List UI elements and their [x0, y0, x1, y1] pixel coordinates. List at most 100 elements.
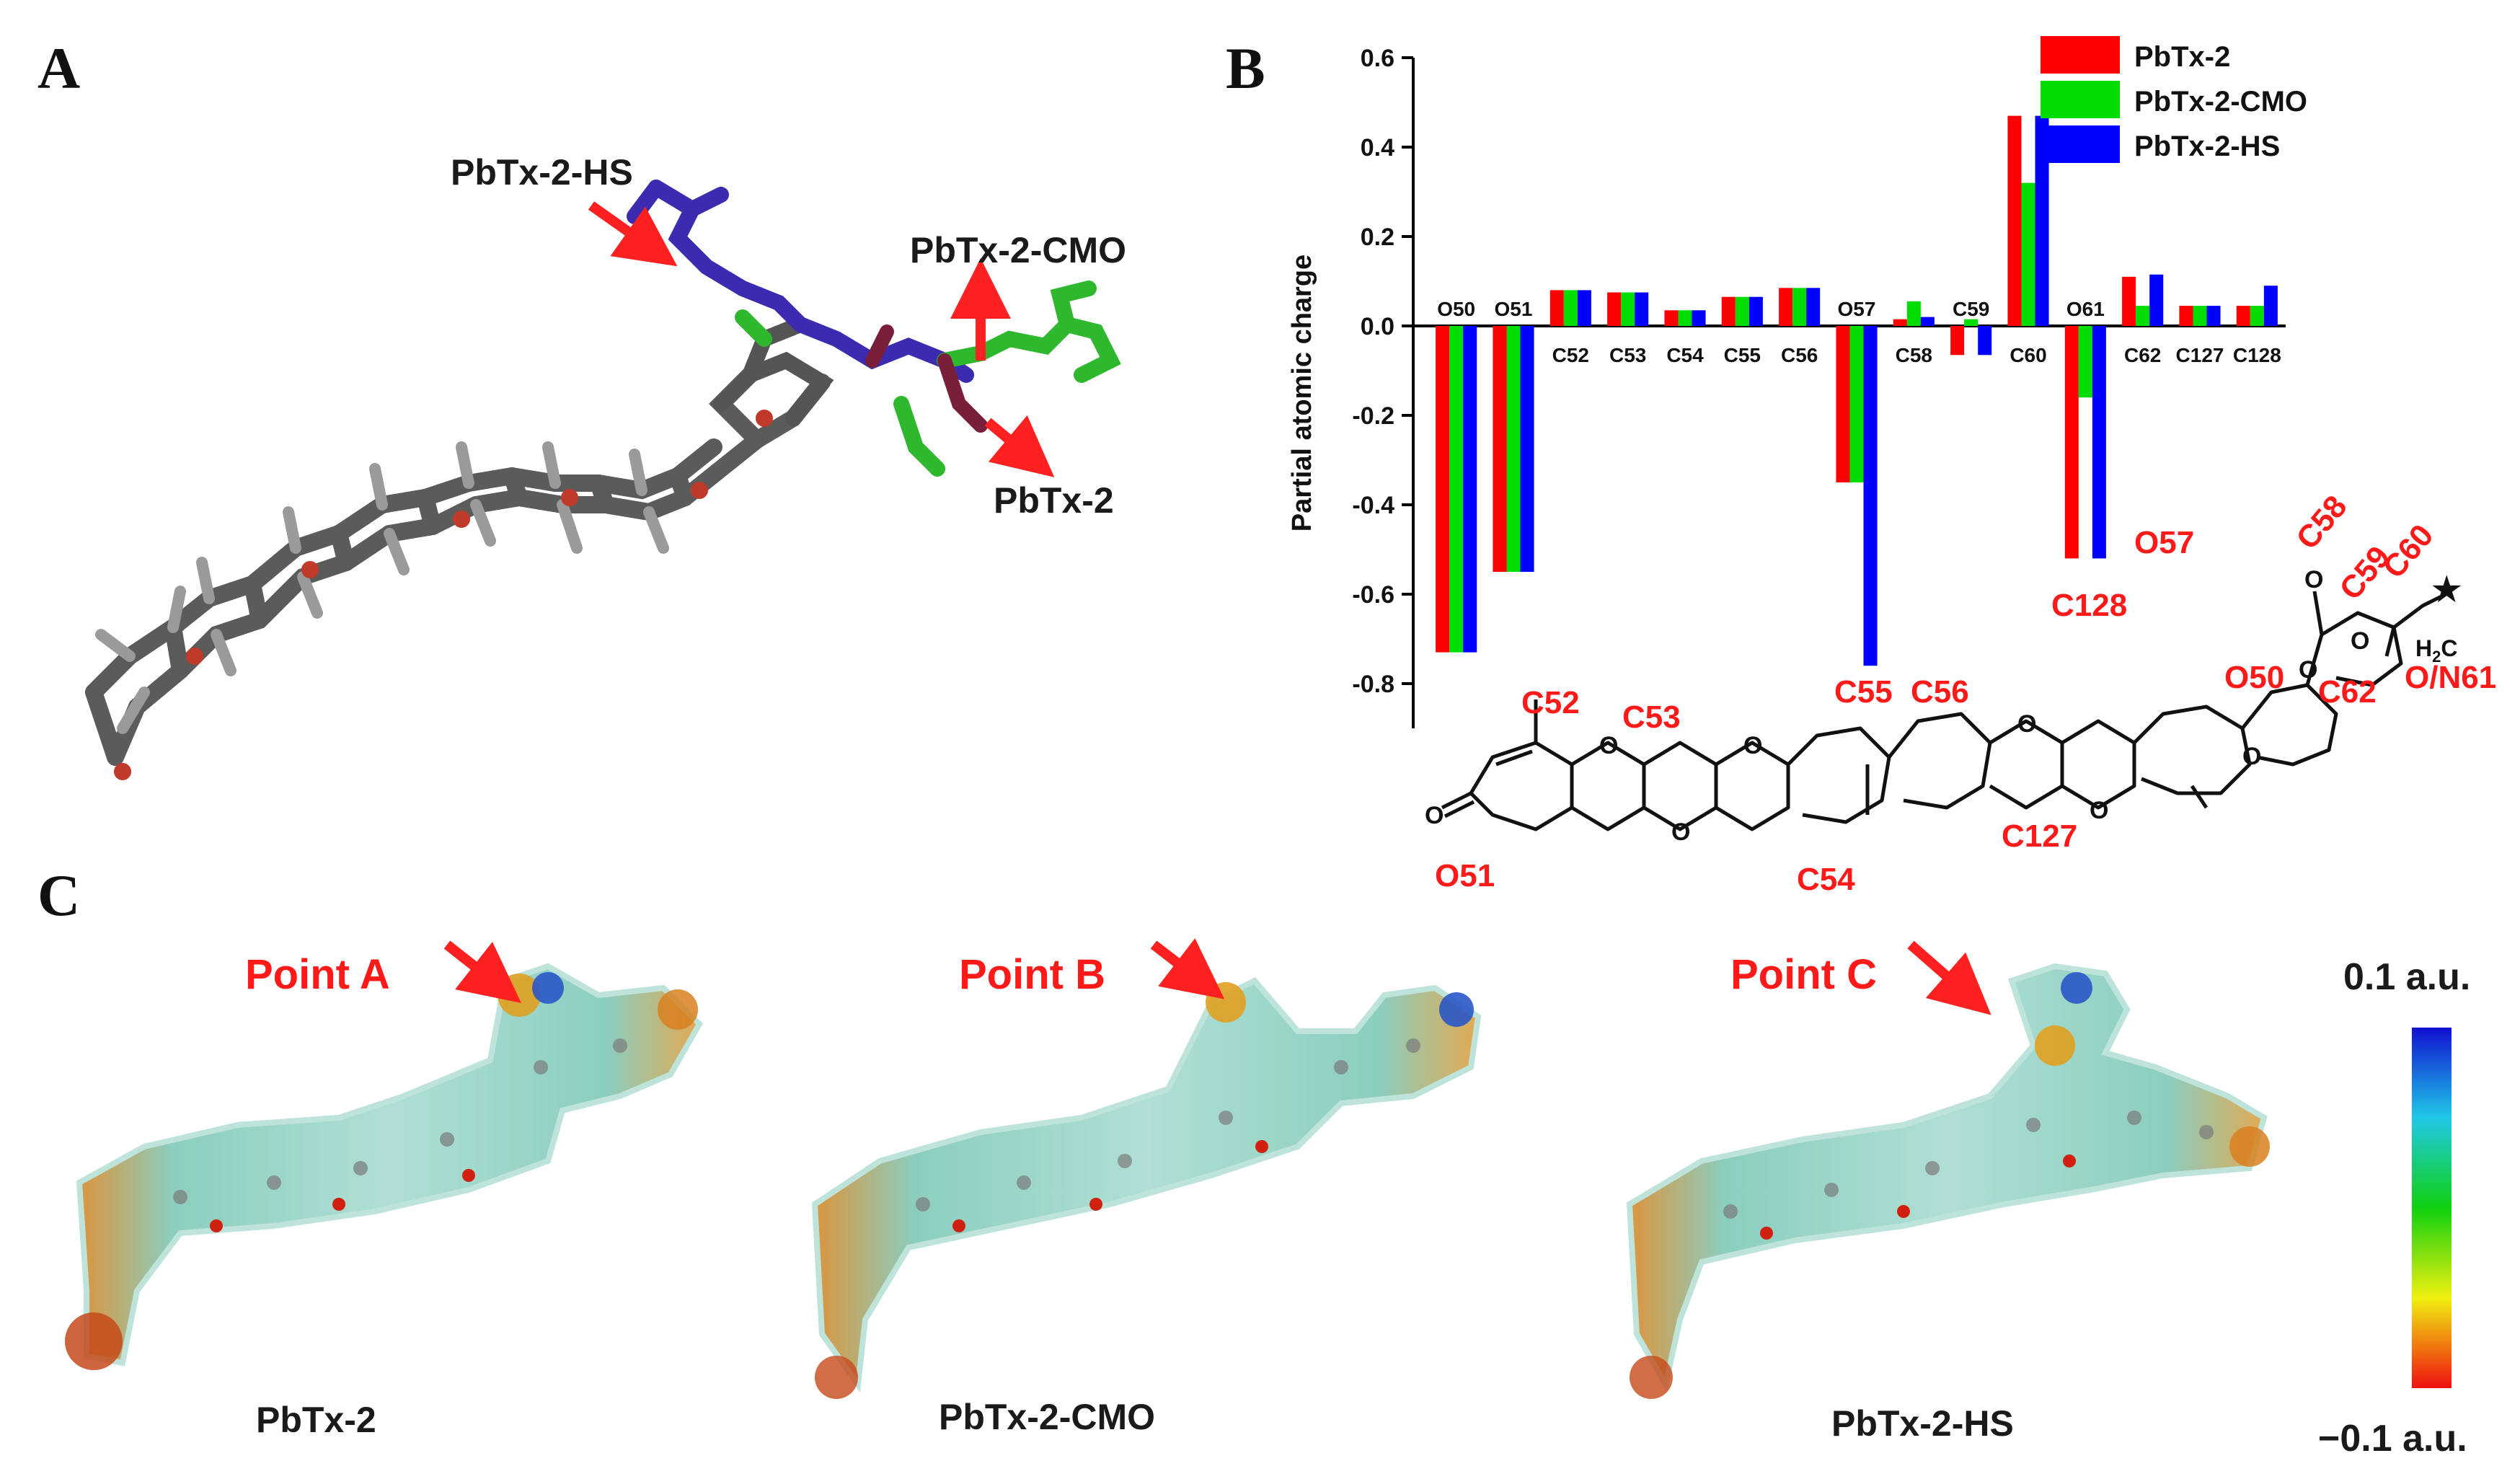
bar-C59-PbTx-2-HS: [1978, 326, 1992, 356]
point-c-label: Point C: [1730, 951, 1877, 998]
bar-C60-PbTx-2: [2007, 115, 2022, 326]
panel-a-molecule: [85, 180, 1121, 780]
struct-label-c128: C128: [2051, 588, 2128, 623]
bar-C62-PbTx-2: [2122, 276, 2136, 326]
bar-C52-PbTx-2-HS: [1577, 290, 1591, 326]
bar-O61-PbTx-2-HS: [2092, 326, 2106, 559]
bar-C53-PbTx-2-CMO: [1621, 292, 1635, 326]
bar-C53-PbTx-2-HS: [1635, 292, 1649, 326]
colorbar: [2412, 1028, 2452, 1388]
structure-o-ring-5: O: [2090, 797, 2108, 824]
panel-a-label-base: PbTx-2: [994, 480, 1114, 521]
y-tick-label: -0.8: [1352, 671, 1394, 698]
bar-C53-PbTx-2: [1607, 292, 1622, 326]
structure-o-ring-1: O: [1599, 732, 1618, 759]
structure-o-ring-7: O: [2351, 627, 2369, 655]
struct-label-o51: O51: [1435, 858, 1495, 893]
bar-O61-PbTx-2: [2064, 326, 2079, 559]
legend-label: PbTx-2-HS: [2134, 131, 2280, 162]
point-a-label: Point A: [245, 951, 390, 998]
structure-h2c-sub: 2: [2432, 648, 2441, 666]
atom-oxygen-speckle: [210, 1140, 2076, 1240]
panel-letter-a: A: [37, 35, 81, 101]
bar-C128-PbTx-2: [2236, 306, 2250, 326]
bar-C58-PbTx-2-CMO: [1906, 301, 1921, 326]
structure-o-ring-4: O: [2017, 710, 2036, 738]
bar-O57-PbTx-2-CMO: [1849, 326, 1864, 482]
hydrogen-stubs: [95, 441, 669, 734]
panel-letter-c: C: [37, 862, 81, 928]
category-label: C58: [1896, 344, 1932, 366]
struct-label-c62: C62: [2318, 674, 2377, 710]
structure-o-carbonyl: O: [2304, 566, 2323, 593]
struct-label-c54: C54: [1797, 862, 1855, 897]
side-chain-overlap: [865, 325, 988, 433]
bar-C128-PbTx-2-HS: [2263, 286, 2278, 326]
legend-label: PbTx-2: [2134, 41, 2230, 73]
panel-letter-b: B: [1226, 35, 1265, 101]
bar-C58-PbTx-2: [1893, 319, 1907, 326]
structure-o-ring-6: O: [2299, 656, 2317, 684]
arrow-hs: [588, 201, 678, 267]
category-label: O50: [1437, 298, 1475, 320]
struct-label-c53: C53: [1622, 699, 1681, 735]
atom-speckle: [173, 1038, 2214, 1219]
struct-label-c56: C56: [1911, 674, 1969, 710]
y-tick-label: 0.6: [1361, 45, 1394, 72]
bar-C127-PbTx-2-HS: [2206, 306, 2221, 326]
bar-C58-PbTx-2-HS: [1920, 317, 1935, 326]
struct-label-on61: O/N61: [2405, 660, 2497, 695]
colorbar-max-label: 0.1 a.u.: [2343, 956, 2471, 998]
bar-O57-PbTx-2: [1836, 326, 1850, 482]
category-label: C54: [1666, 344, 1704, 366]
bar-O51-PbTx-2-CMO: [1506, 326, 1521, 572]
y-tick-label: 0.0: [1361, 313, 1394, 340]
structure-o-ring-3: O: [1743, 732, 1762, 759]
y-tick-label: 0.4: [1361, 134, 1394, 162]
bar-C55-PbTx-2-HS: [1748, 296, 1763, 326]
struct-label-c52: C52: [1521, 685, 1580, 720]
bar-C59-PbTx-2-CMO: [1964, 319, 1979, 326]
category-label: C55: [1724, 344, 1761, 366]
category-label: C53: [1609, 344, 1646, 366]
bar-C56-PbTx-2-HS: [1806, 288, 1821, 326]
esp-molecule-1: [65, 963, 703, 1370]
arrow-point-b: [1150, 938, 1225, 999]
category-label: O61: [2066, 298, 2105, 320]
bar-O51-PbTx-2: [1493, 326, 1507, 572]
arrow-base: [984, 415, 1055, 477]
category-label: O51: [1495, 298, 1533, 320]
bar-C128-PbTx-2-CMO: [2250, 306, 2264, 326]
struct-label-o50: O50: [2224, 660, 2285, 695]
legend-swatch: [2041, 81, 2120, 118]
bar-O50-PbTx-2: [1436, 326, 1450, 653]
struct-label-c55: C55: [1834, 674, 1893, 710]
molecule-name-1: PbTx-2: [256, 1400, 376, 1440]
y-tick-label: -0.2: [1352, 402, 1394, 430]
bar-C52-PbTx-2: [1549, 290, 1564, 326]
brevetoxin-structure: O O O O O O O O O O H2C ★: [1425, 566, 2464, 846]
bar-C56-PbTx-2-CMO: [1792, 288, 1807, 326]
structure-o-lactone: O: [1425, 802, 1444, 829]
oxygen-atoms: [114, 410, 773, 780]
bar-C59-PbTx-2: [1950, 326, 1965, 356]
bar-C127-PbTx-2: [2179, 306, 2193, 326]
arrow-point-c: [1907, 940, 1991, 1015]
colorbar-min-label: −0.1 a.u.: [2318, 1418, 2467, 1460]
y-tick-label: -0.6: [1352, 581, 1394, 609]
arrow-point-a: [443, 940, 522, 1003]
bar-O61-PbTx-2-CMO: [2078, 326, 2092, 398]
structure-h2c-h: H: [2415, 635, 2432, 661]
side-chain-hs: [627, 180, 974, 383]
svg-text:H2C: H2C: [2415, 635, 2457, 666]
esp-surfaces: [65, 938, 2452, 1399]
category-label: O57: [1838, 298, 1876, 320]
y-axis-label: Partial atomic charge: [1287, 255, 1317, 531]
category-label: C56: [1781, 344, 1818, 366]
bar-C52-PbTx-2-CMO: [1563, 290, 1578, 326]
category-label: C128: [2233, 344, 2281, 366]
y-tick-label: 0.2: [1361, 224, 1394, 251]
y-tick-label: -0.4: [1352, 492, 1394, 519]
category-label: C127: [2176, 344, 2224, 366]
legend-label: PbTx-2-CMO: [2134, 86, 2307, 118]
